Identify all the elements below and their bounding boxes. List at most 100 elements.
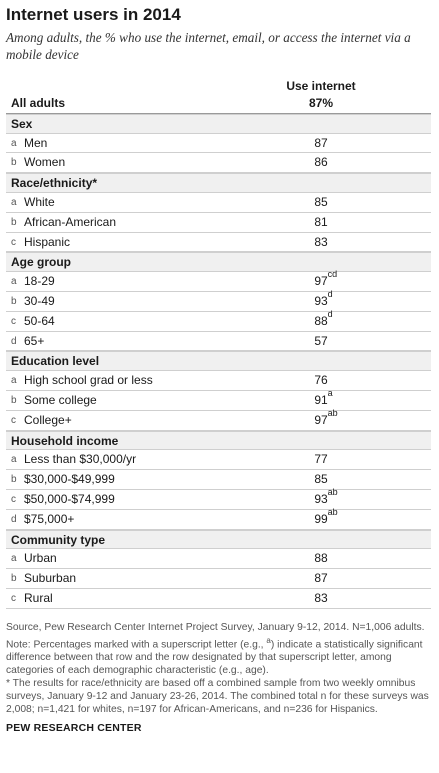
row-letter: a [11, 375, 17, 387]
row-label: White [24, 194, 55, 209]
row-value-number: 83 [314, 234, 328, 249]
asterisk-note: * The results for race/ethnicity are bas… [6, 678, 429, 716]
row-letter: b [11, 474, 17, 486]
row-value-number: 88 d [314, 308, 333, 328]
significance-superscript: a [327, 387, 333, 398]
source-note: Source, Pew Research Center Internet Pro… [6, 621, 425, 633]
row-value-number: 83 [314, 590, 328, 605]
table-row: b Some college 91 a [6, 387, 431, 411]
table-row: d $75,000+ 99 ab [6, 506, 431, 530]
row-letter: b [11, 394, 17, 406]
row-label: College+ [24, 412, 72, 427]
row-letter: a [11, 276, 17, 288]
row-label: $50,000-$74,999 [24, 491, 115, 506]
overall-row: All adults 87% [6, 94, 431, 114]
row-label: Some college [24, 392, 97, 407]
row-label: Hispanic [24, 234, 71, 249]
row-letter: c [11, 414, 16, 426]
row-value: 85 [276, 193, 366, 213]
table-row: b 30-49 93 d [6, 288, 431, 312]
row-label: 65+ [24, 333, 45, 348]
significance-superscript: cd [327, 269, 338, 280]
row-value: 88 [276, 549, 366, 569]
row-letter: d [11, 335, 17, 347]
row-value: 81 [276, 213, 366, 233]
row-letter: a [11, 137, 17, 149]
row-letter: a [11, 196, 17, 208]
row-value: 99 ab [276, 506, 366, 530]
row-label: Less than $30,000/yr [24, 452, 137, 467]
row-value-number: 93 d [314, 288, 333, 308]
row-label: 30-49 [24, 293, 55, 308]
group-header-label: Education level [11, 354, 100, 369]
group-header-label: Sex [11, 116, 33, 131]
row-label: Urban [24, 551, 57, 566]
row-value-number: 93 ab [314, 486, 338, 506]
group-header-row: Community type [6, 529, 431, 550]
table-row: c Rural 83 [6, 589, 431, 609]
table-row: a Men 87 [6, 134, 431, 154]
row-value-number: 97 ab [314, 407, 338, 427]
overall-label: All adults [11, 96, 66, 110]
row-value: 77 [276, 450, 366, 470]
significance-superscript: ab [327, 407, 338, 418]
subtitle: Among adults, the % who use the internet… [6, 30, 411, 62]
credit-logo-text: PEW RESEARCH CENTER [6, 722, 142, 735]
row-value-number: 87 [314, 135, 328, 150]
row-label: Women [24, 155, 66, 170]
overall-value: 87% [276, 94, 366, 114]
row-value-number: 99 ab [314, 506, 338, 526]
group-header-label: Race/ethnicity* [11, 176, 98, 191]
row-value: 87 [276, 134, 366, 154]
page-title: Internet users in 2014 [6, 5, 181, 24]
row-value: 85 [276, 470, 366, 490]
group-header-row: Sex [6, 113, 431, 134]
row-value-number: 85 [314, 194, 328, 209]
row-value-number: 86 [314, 155, 328, 170]
row-value-number: 88 [314, 551, 328, 566]
row-letter: b [11, 157, 17, 169]
data-table: Use internet All adults 87% Sex a Men 87 b Wo… [6, 79, 431, 609]
row-value: 86 [276, 153, 366, 173]
row-value-number: 85 [314, 472, 328, 487]
column-header-label: Use internet [286, 79, 356, 93]
table-row: a 18-29 97 cd [6, 269, 431, 292]
column-header: Use internet [6, 79, 431, 94]
notes: Source, Pew Research Center Internet Pro… [6, 621, 431, 716]
significance-superscript: ab [327, 506, 338, 517]
row-value: 97 ab [276, 407, 366, 431]
row-value: 97 cd [276, 269, 366, 292]
table-row: c 50-64 88 d [6, 308, 431, 332]
table-row: a White 85 [6, 193, 431, 213]
row-label: 50-64 [24, 313, 55, 328]
row-value: 91 a [276, 387, 366, 411]
row-value: 88 d [276, 308, 366, 332]
table-row: c $50,000-$74,999 93 ab [6, 486, 431, 510]
table-row: d 65+ 57 [6, 332, 431, 352]
row-label: $30,000-$49,999 [24, 472, 115, 487]
row-letter: d [11, 513, 17, 525]
row-value: 57 [276, 332, 366, 352]
row-label: $75,000+ [24, 511, 75, 526]
significance-note: Note: Percentages marked with a superscr… [6, 634, 431, 677]
group-header-row: Household income [6, 430, 431, 451]
row-value-number: 77 [314, 452, 328, 467]
row-value-number: 57 [314, 333, 328, 348]
group-header-label: Household income [11, 433, 119, 448]
row-value: 76 [276, 371, 366, 391]
table-row: c Hispanic 83 [6, 233, 431, 253]
significance-superscript: d [327, 288, 333, 299]
row-label: African-American [24, 214, 117, 229]
table-row: b $30,000-$49,999 85 [6, 470, 431, 490]
significance-note-sup: a [266, 635, 271, 645]
row-value: 93 d [276, 288, 366, 312]
row-value: 83 [276, 233, 366, 253]
table-row: c College+ 97 ab [6, 407, 431, 431]
row-value: 83 [276, 589, 366, 609]
row-label: Men [24, 135, 48, 150]
row-value-number: 81 [314, 214, 328, 229]
row-letter: c [11, 236, 16, 248]
row-letter: c [11, 592, 16, 604]
table-row: a Urban 88 [6, 549, 431, 570]
group-header-label: Community type [11, 532, 106, 547]
